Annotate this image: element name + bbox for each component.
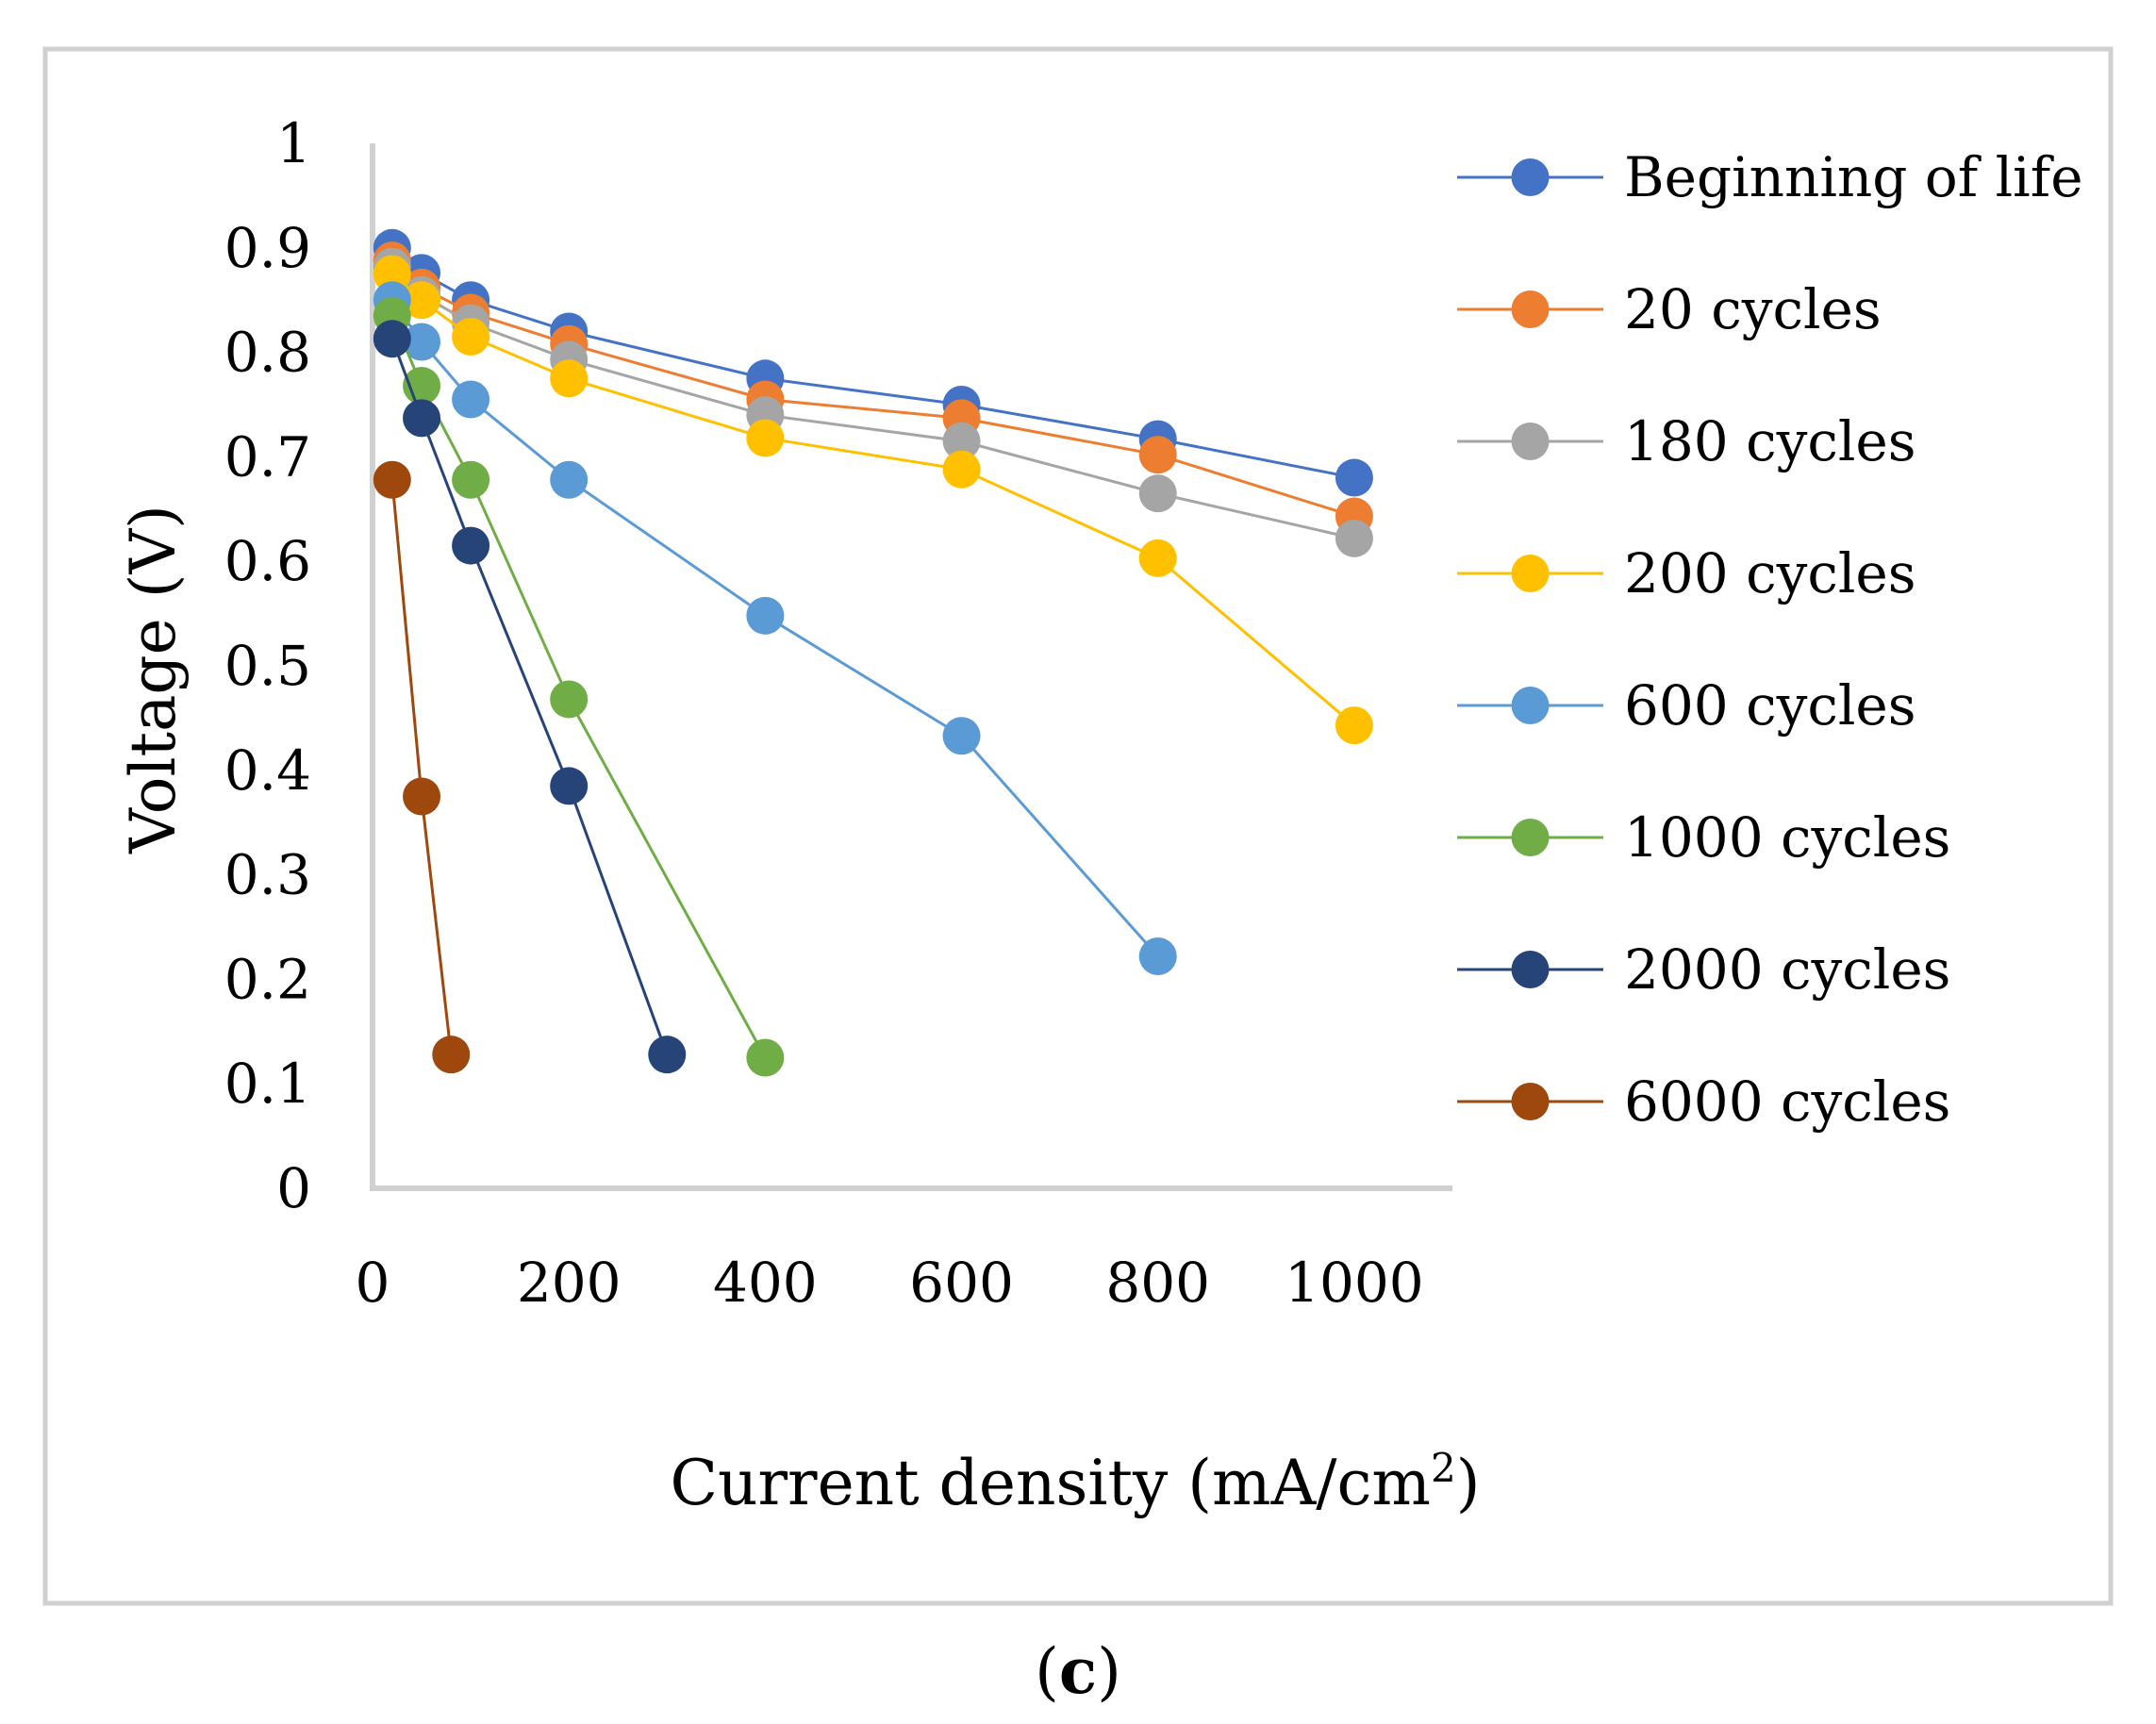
legend-marker — [1511, 1083, 1550, 1120]
data-point — [373, 320, 411, 358]
caption-letter: c — [1059, 1634, 1097, 1708]
legend-label: 2000 cycles — [1624, 937, 1950, 1002]
y-tick-label: 0.7 — [224, 424, 311, 489]
legend-item: 2000 cycles — [1457, 937, 1950, 1002]
data-point — [452, 526, 490, 565]
data-point — [432, 1036, 471, 1074]
x-tick-label: 0 — [356, 1251, 390, 1315]
legend-marker — [1511, 290, 1550, 328]
series — [373, 255, 1373, 745]
x-axis-title-end: ) — [1456, 1447, 1481, 1519]
x-tick-label: 200 — [517, 1251, 622, 1315]
plot-area — [373, 228, 1373, 1077]
caption-open-paren: ( — [1035, 1635, 1059, 1708]
legend-marker — [1511, 687, 1550, 724]
legend-item: Beginning of life — [1457, 145, 2083, 209]
y-tick-label: 0.4 — [224, 738, 311, 803]
x-axis-title: Current density (mA/cm2) — [670, 1445, 1480, 1519]
data-point — [746, 419, 785, 457]
data-point — [550, 767, 589, 805]
y-tick-label: 0.9 — [224, 216, 311, 280]
legend-marker — [1511, 819, 1550, 856]
data-point — [1335, 706, 1373, 745]
legend-item: 180 cycles — [1457, 409, 1916, 473]
data-point — [403, 399, 441, 438]
legend-item: 200 cycles — [1457, 541, 1916, 605]
y-tick-label: 0.5 — [224, 634, 311, 698]
legend-marker — [1511, 951, 1550, 988]
legend-label: 600 cycles — [1624, 673, 1916, 738]
y-tick-label: 0.3 — [224, 843, 311, 907]
figure-caption: (c) — [1035, 1634, 1121, 1708]
data-point — [452, 460, 490, 499]
series — [373, 460, 471, 1074]
data-point — [373, 460, 411, 499]
data-point — [403, 777, 441, 816]
x-axis-title-main: Current density (mA/cm — [670, 1447, 1431, 1519]
data-point — [1138, 474, 1177, 513]
y-tick-labels: 0 0.1 0.2 0.3 0.4 0.5 0.6 0.7 0.8 0.9 1 — [224, 111, 311, 1220]
data-point — [1335, 519, 1373, 557]
data-point — [942, 450, 981, 489]
legend-label: 200 cycles — [1624, 541, 1916, 605]
y-tick-label: 0 — [276, 1156, 311, 1220]
data-point — [648, 1036, 687, 1074]
legend-marker — [1511, 423, 1550, 460]
data-point — [452, 317, 490, 356]
data-point — [1138, 436, 1177, 474]
data-point — [550, 359, 589, 398]
data-point — [550, 680, 589, 719]
legend-label: 1000 cycles — [1624, 805, 1950, 870]
data-point — [373, 255, 411, 293]
legend-marker — [1511, 158, 1550, 196]
legend-label: 20 cycles — [1624, 277, 1882, 341]
data-point — [550, 460, 589, 499]
legend-item: 1000 cycles — [1457, 805, 1950, 870]
legend: Beginning of life 20 cycles 180 cycles 200 … — [1457, 145, 2083, 1134]
data-point — [942, 422, 981, 460]
y-tick-label: 0.1 — [224, 1052, 311, 1116]
y-tick-label: 0.6 — [224, 529, 311, 593]
y-tick-label: 0.2 — [224, 947, 311, 1011]
data-point — [403, 281, 441, 320]
x-tick-labels: 0 200 400 600 800 1000 — [356, 1251, 1424, 1315]
legend-item: 6000 cycles — [1457, 1069, 1950, 1134]
legend-label: 180 cycles — [1624, 409, 1916, 473]
data-point — [746, 596, 785, 635]
y-tick-label: 0.8 — [224, 321, 311, 385]
legend-label: 6000 cycles — [1624, 1069, 1950, 1134]
data-point — [1138, 937, 1177, 976]
legend-marker — [1511, 555, 1550, 592]
x-tick-label: 800 — [1105, 1251, 1210, 1315]
x-tick-label: 600 — [909, 1251, 1014, 1315]
legend-label: Beginning of life — [1624, 145, 2083, 209]
legend-item: 600 cycles — [1457, 673, 1916, 738]
x-tick-label: 400 — [713, 1251, 818, 1315]
x-tick-label: 1000 — [1285, 1251, 1424, 1315]
y-axis-title: Voltage (V) — [117, 505, 190, 854]
data-point — [403, 323, 441, 361]
data-point — [1335, 458, 1373, 497]
data-point — [746, 1038, 785, 1077]
data-point — [1138, 539, 1177, 577]
data-point — [452, 380, 490, 419]
data-point — [942, 717, 981, 755]
x-axis-title-superscript: 2 — [1431, 1445, 1456, 1491]
legend-item: 20 cycles — [1457, 277, 1882, 341]
caption-close-paren: ) — [1097, 1635, 1121, 1708]
y-tick-label: 1 — [276, 111, 311, 175]
series — [373, 320, 687, 1074]
